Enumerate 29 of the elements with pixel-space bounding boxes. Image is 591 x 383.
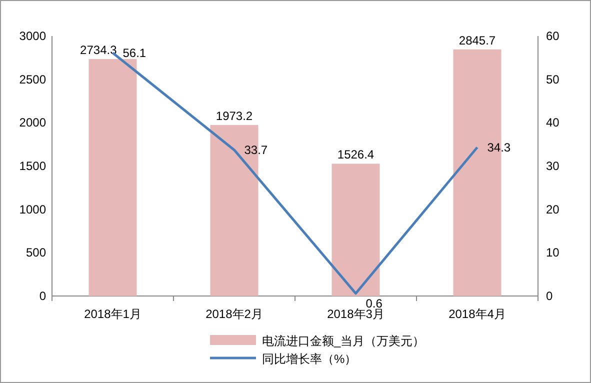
y-tick-label: 500 (26, 246, 46, 260)
data-label: 34.3 (487, 140, 511, 154)
y-tick-label: 1500 (19, 159, 46, 173)
y2-tick-label: 40 (546, 116, 560, 130)
y-tick-label: 0 (39, 289, 46, 303)
data-label: 1973.2 (216, 108, 253, 123)
data-label: 33.7 (244, 142, 268, 157)
bar (88, 59, 137, 296)
y-tick-label: 2500 (19, 72, 46, 86)
y-tick-label: 3000 (19, 29, 46, 43)
data-label: 2845.7 (458, 33, 496, 48)
legend-label: 同比增长率（%） (262, 352, 357, 366)
y2-tick-label: 60 (546, 29, 560, 43)
y2-tick-label: 10 (546, 246, 560, 260)
data-label: 56.1 (122, 46, 146, 60)
x-tick-label: 2018年4月 (448, 307, 506, 321)
y2-tick-label: 30 (546, 159, 560, 173)
y-tick-label: 2000 (19, 116, 46, 130)
y2-tick-label: 0 (546, 289, 553, 303)
legend-label: 电流进口金额_当月（万美元） (262, 334, 425, 348)
x-tick-label: 2018年3月 (327, 307, 384, 321)
x-tick-label: 2018年1月 (84, 307, 142, 321)
y-tick-label: 1000 (19, 202, 46, 216)
data-label: 2734.3 (80, 43, 118, 58)
data-label: 1526.4 (337, 148, 374, 162)
y2-tick-label: 50 (546, 72, 560, 86)
bar (332, 164, 380, 296)
x-tick-label: 2018年2月 (206, 307, 263, 321)
y2-tick-label: 20 (546, 202, 560, 216)
